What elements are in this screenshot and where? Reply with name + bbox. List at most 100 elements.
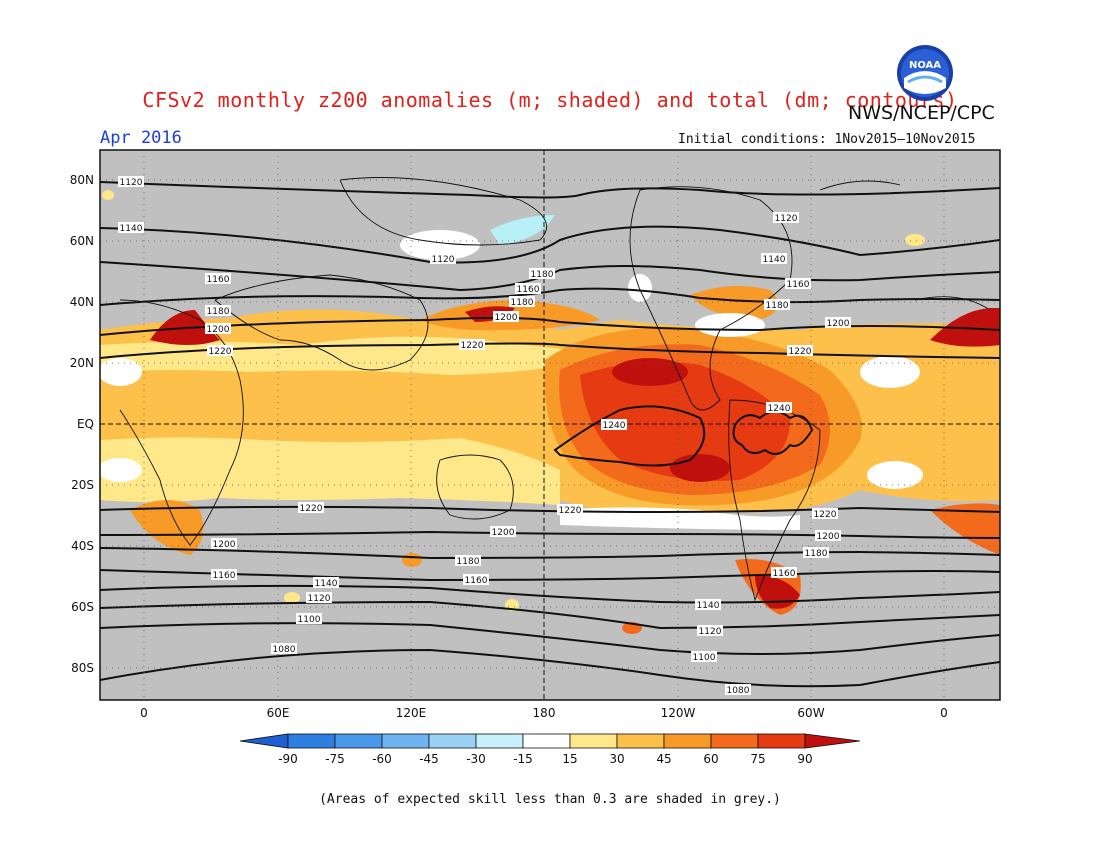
- south-indian-anomaly: [130, 500, 204, 555]
- colorbar-swatch: [569, 733, 618, 749]
- initial-conditions: Initial conditions: 1Nov2015–10Nov2015: [678, 132, 976, 147]
- colorbar-label: -90: [278, 752, 298, 766]
- small-anomaly-patch-5: [102, 190, 114, 200]
- colorbar-label: 15: [562, 752, 577, 766]
- colorbar-label: -60: [372, 752, 392, 766]
- contour-label: 1180: [531, 270, 554, 280]
- lat-label: 40S: [71, 539, 94, 553]
- colorbar-swatch: [663, 733, 712, 749]
- colorbar-low-arrow: [239, 733, 289, 749]
- colorbar-swatch: [710, 733, 759, 749]
- contour-label: 1200: [495, 313, 518, 323]
- contour-label: 1100: [693, 653, 716, 663]
- lat-label: 60N: [70, 234, 94, 248]
- colorbar: -90 -75 -60 -45 -30 -15 15 30 45 60 75 9…: [239, 733, 861, 766]
- siberia-negative-patch: [490, 215, 555, 245]
- colorbar-swatch: [334, 733, 383, 749]
- contour-label: 1120: [432, 255, 455, 265]
- contour-label: 1100: [298, 615, 321, 625]
- reference-lines: [100, 150, 1000, 700]
- atlantic-white-patch-south: [867, 461, 923, 489]
- contour-label: 1220: [461, 341, 484, 351]
- contour-label: 1120: [699, 627, 722, 637]
- contour-1120-south: [100, 600, 1000, 630]
- contour-label: 1120: [120, 178, 143, 188]
- tropical-light-band-south: [100, 437, 560, 505]
- colorbar-swatch: [287, 733, 336, 749]
- map-frame: [99, 149, 1001, 701]
- lon-label: 120W: [661, 706, 696, 720]
- south-africa-white-patch: [100, 458, 142, 482]
- south-atlantic-anomaly: [930, 503, 1000, 555]
- contour-label: 1160: [465, 576, 488, 586]
- contour-1140-north: [100, 225, 1000, 264]
- contour-label: 1240: [768, 404, 791, 414]
- contour-1180-south: [100, 547, 1000, 560]
- colorbar-label: -45: [419, 752, 439, 766]
- anomaly-map: 1120 1140 1120 1120 1140 1160 1180 1160 …: [70, 149, 1001, 766]
- lon-label: 0: [140, 706, 148, 720]
- colorbar-label: 30: [609, 752, 624, 766]
- contour-1080-south: [100, 648, 1000, 688]
- contour-label: 1200: [213, 540, 236, 550]
- contour-label: 1160: [517, 285, 540, 295]
- contour-1240-south-america: [732, 410, 814, 455]
- contour-label: 1180: [207, 307, 230, 317]
- contour-1120-north: [100, 181, 1000, 199]
- contour-1220-south: [100, 505, 1000, 514]
- agency-label: NWS/NCEP/CPC: [848, 102, 995, 124]
- small-anomaly-patch-1: [284, 592, 300, 604]
- contour-labels: 1120 1140 1120 1120 1140 1160 1180 1160 …: [118, 176, 851, 696]
- colorbar-high-arrow: [804, 733, 861, 749]
- contour-label: 1180: [805, 549, 828, 559]
- contour-label: 1080: [727, 686, 750, 696]
- coastlines: [119, 177, 991, 602]
- contour-1180-north: [100, 287, 1000, 306]
- north-asia-white-patch: [400, 230, 480, 260]
- svg-text:NOAA: NOAA: [909, 60, 941, 71]
- contour-label: 1140: [315, 579, 338, 589]
- forecast-month: Apr 2016: [100, 128, 182, 148]
- skill-footnote: (Areas of expected skill less than 0.3 a…: [319, 792, 781, 807]
- contour-label: 1200: [817, 532, 840, 542]
- contour-label: 1140: [763, 255, 786, 265]
- chart-title: CFSv2 monthly z200 anomalies (m; shaded)…: [142, 88, 958, 112]
- longitude-labels: 0 60E 120E 180 120W 60W 0: [140, 706, 948, 720]
- noaa-logo-icon: NOAA: [897, 45, 953, 101]
- contour-label: 1160: [207, 275, 230, 285]
- contour-label: 1240: [603, 421, 626, 431]
- colorbar-swatch: [522, 733, 571, 749]
- lat-label: 40N: [70, 295, 94, 309]
- contour-label: 1220: [789, 347, 812, 357]
- colorbar-label: 60: [703, 752, 718, 766]
- colorbar-swatch: [475, 733, 524, 749]
- contour-1160-north: [100, 261, 1000, 292]
- anomaly-shading: [100, 177, 1000, 634]
- colorbar-swatch: [381, 733, 430, 749]
- lon-label: 180: [533, 706, 556, 720]
- contour-label: 1180: [511, 298, 534, 308]
- lon-label: 0: [940, 706, 948, 720]
- contour-label: 1200: [827, 319, 850, 329]
- colorbar-label: -30: [466, 752, 486, 766]
- contour-label: 1180: [766, 301, 789, 311]
- colorbar-swatch: [616, 733, 665, 749]
- contour-label: 1160: [773, 569, 796, 579]
- contour-1160-south: [100, 569, 1000, 582]
- colorbar-swatch: [757, 733, 806, 749]
- contour-label: 1160: [213, 571, 236, 581]
- contour-label: 1120: [775, 214, 798, 224]
- colorbar-label: -75: [325, 752, 345, 766]
- lat-label: EQ: [77, 417, 94, 431]
- pacific-core-anomaly: [580, 361, 790, 481]
- lat-label: 80S: [71, 661, 94, 675]
- contour-label: 1140: [120, 224, 143, 234]
- atlantic-anomaly: [690, 286, 778, 320]
- contour-label: 1140: [697, 601, 720, 611]
- contour-1100-south: [100, 622, 1000, 655]
- colorbar-label: 90: [797, 752, 812, 766]
- contour-label: 1160: [787, 280, 810, 290]
- lat-lon-grid: [100, 150, 1000, 700]
- contour-label: 1180: [457, 557, 480, 567]
- small-anomaly-patch-6: [628, 274, 652, 302]
